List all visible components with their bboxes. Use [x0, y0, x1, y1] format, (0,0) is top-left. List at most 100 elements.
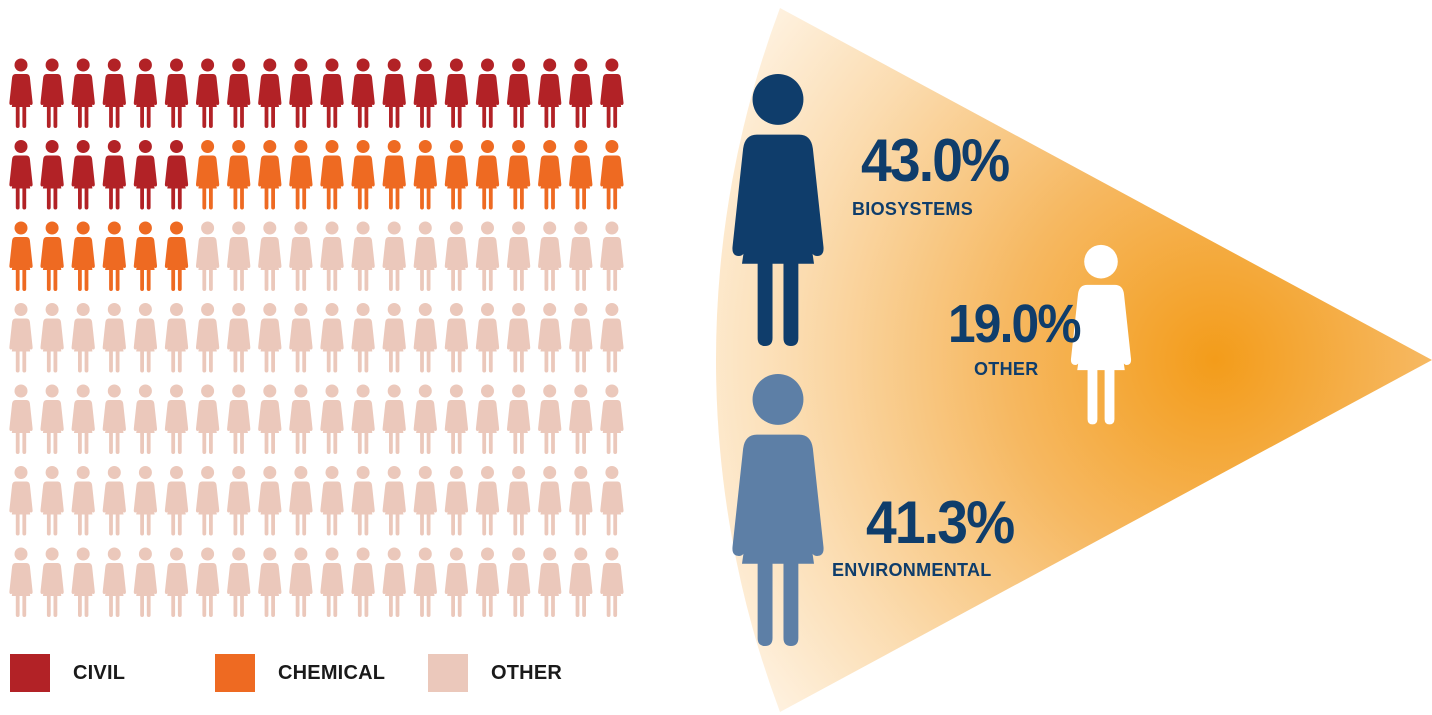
pictogram-chemical: [506, 140, 531, 210]
pictogram-other: [289, 303, 313, 373]
legend-swatch-other: [428, 654, 468, 692]
pictogram-civil: [506, 58, 531, 128]
pictogram-other: [9, 303, 33, 373]
pictogram-other: [382, 384, 406, 454]
pictogram-other: [40, 547, 64, 617]
pictogram-chemical: [9, 221, 33, 291]
pictogram-chemical: [600, 140, 624, 210]
pictogram-other: [569, 303, 593, 373]
pictogram-other: [475, 221, 500, 291]
pictogram-other: [444, 547, 469, 617]
pictogram-other: [382, 466, 406, 536]
pictogram-other: [289, 384, 313, 454]
pictogram-chemical: [195, 140, 220, 210]
pictogram-chemical: [40, 221, 64, 291]
pictogram-other: [475, 466, 500, 536]
pictogram-civil: [102, 140, 126, 210]
pictogram-other: [320, 303, 344, 373]
pictogram-other: [227, 466, 251, 536]
pictogram-civil: [475, 58, 500, 128]
pictogram-other: [506, 384, 531, 454]
pictogram-other: [413, 547, 437, 617]
pictogram-other: [538, 221, 562, 291]
pictogram-other: [320, 384, 344, 454]
pictogram-other: [506, 221, 531, 291]
pictogram-other: [382, 303, 406, 373]
legend-swatch-civil: [10, 654, 50, 692]
pictogram-other: [227, 221, 251, 291]
pictogram-other: [102, 466, 126, 536]
pictogram-other: [320, 547, 344, 617]
pictogram-chemical: [351, 140, 375, 210]
pictogram-civil: [320, 58, 344, 128]
pictogram-other: [444, 384, 469, 454]
legend-item-chemical: CHEMICAL: [215, 654, 385, 692]
pictogram-other: [351, 547, 375, 617]
pictogram-other: [351, 221, 375, 291]
pictogram-other: [258, 466, 282, 536]
pictogram-other: [506, 466, 531, 536]
pictogram-chemical: [444, 140, 469, 210]
pictogram-other: [195, 384, 220, 454]
pictogram-other: [569, 547, 593, 617]
pictogram-chemical: [133, 221, 158, 291]
pictogram-civil: [102, 58, 126, 128]
value-label-other: 19.0%: [948, 294, 1082, 354]
pictogram-chemical: [102, 221, 126, 291]
pictogram-other: [600, 221, 624, 291]
pictogram-civil: [9, 58, 33, 128]
pictogram-other: [413, 221, 437, 291]
pictogram-other: [9, 466, 33, 536]
legend-item-other: OTHER: [428, 654, 562, 692]
pictogram-civil: [133, 58, 158, 128]
pictogram-other: [289, 466, 313, 536]
pictogram-other: [351, 466, 375, 536]
legend-label-other: OTHER: [491, 661, 562, 684]
pictogram-other: [382, 547, 406, 617]
pictogram-other: [475, 547, 500, 617]
pictogram-other: [71, 303, 95, 373]
pictogram-other: [289, 547, 313, 617]
pictogram-other: [444, 466, 469, 536]
pictogram-other: [40, 303, 64, 373]
pictogram-other: [102, 547, 126, 617]
pictogram-other: [133, 547, 158, 617]
pictogram-civil: [40, 140, 64, 210]
pictogram-other: [538, 384, 562, 454]
pictogram-civil: [164, 58, 189, 128]
pictogram-other: [71, 466, 95, 536]
pictogram-other: [475, 384, 500, 454]
pictogram-other: [289, 221, 313, 291]
pictogram-other: [164, 466, 189, 536]
pictogram-civil: [382, 58, 406, 128]
pictogram-other: [133, 384, 158, 454]
pictogram-other: [413, 303, 437, 373]
legend-swatch-chemical: [215, 654, 255, 692]
legend-label-civil: CIVIL: [73, 661, 126, 684]
pictogram-chemical: [227, 140, 251, 210]
pictogram-other: [133, 303, 158, 373]
pictogram-other: [71, 384, 95, 454]
pictogram-chemical: [289, 140, 313, 210]
pictogram-other: [195, 466, 220, 536]
category-label-biosystems: BIOSYSTEMS: [852, 199, 974, 219]
pictogram-civil: [40, 58, 64, 128]
pictogram-other: [444, 303, 469, 373]
pictogram-other: [195, 303, 220, 373]
legend-item-civil: CIVIL: [10, 654, 125, 692]
pictogram-civil: [164, 140, 189, 210]
pictogram-other: [600, 384, 624, 454]
pictogram-civil: [71, 58, 95, 128]
pictogram-other: [164, 547, 189, 617]
pictogram-other: [538, 547, 562, 617]
value-label-biosystems: 43.0%: [861, 127, 1010, 194]
pictogram-chemical: [538, 140, 562, 210]
pictogram-civil: [227, 58, 251, 128]
pictogram-chemical: [71, 221, 95, 291]
pictogram-civil: [289, 58, 313, 128]
pictogram-other: [195, 547, 220, 617]
pictogram-other: [351, 384, 375, 454]
pictogram-other: [351, 303, 375, 373]
pictogram-civil: [9, 140, 33, 210]
